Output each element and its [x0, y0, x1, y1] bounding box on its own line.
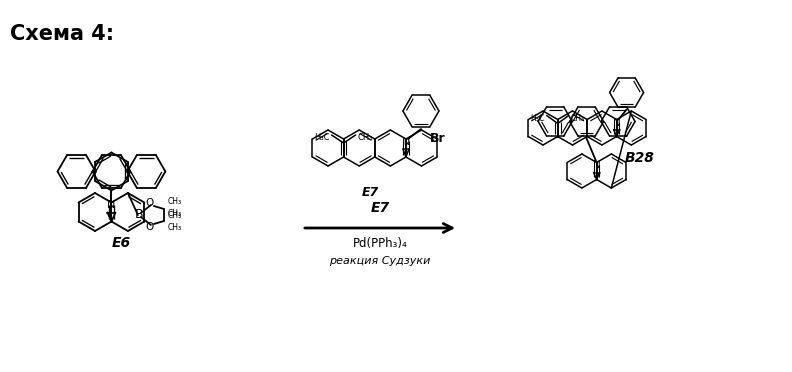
Text: N: N [592, 160, 600, 170]
Text: CH₃: CH₃ [168, 212, 182, 221]
Text: CH₃: CH₃ [168, 224, 182, 232]
Text: H₃C: H₃C [531, 114, 545, 123]
Text: O: O [146, 222, 154, 232]
Text: CH₃: CH₃ [168, 198, 182, 206]
Text: N: N [402, 137, 410, 147]
Text: Pd(PPh₃)₄: Pd(PPh₃)₄ [352, 237, 407, 250]
Text: CH₃: CH₃ [168, 209, 182, 218]
Text: B: B [135, 208, 143, 221]
Text: CH₃: CH₃ [571, 114, 584, 123]
Text: E6: E6 [112, 236, 131, 250]
Text: N: N [613, 118, 620, 128]
Text: E7: E7 [361, 186, 379, 199]
Text: Схема 4:: Схема 4: [10, 24, 114, 44]
Text: CH₃: CH₃ [358, 134, 373, 142]
Text: N: N [107, 201, 116, 211]
Text: реакция Судзуки: реакция Судзуки [329, 256, 431, 266]
Text: E7: E7 [371, 201, 390, 215]
Text: B28: B28 [625, 151, 655, 166]
Text: O: O [146, 198, 154, 208]
Text: H₃C: H₃C [314, 134, 329, 142]
Text: Br: Br [429, 131, 445, 144]
